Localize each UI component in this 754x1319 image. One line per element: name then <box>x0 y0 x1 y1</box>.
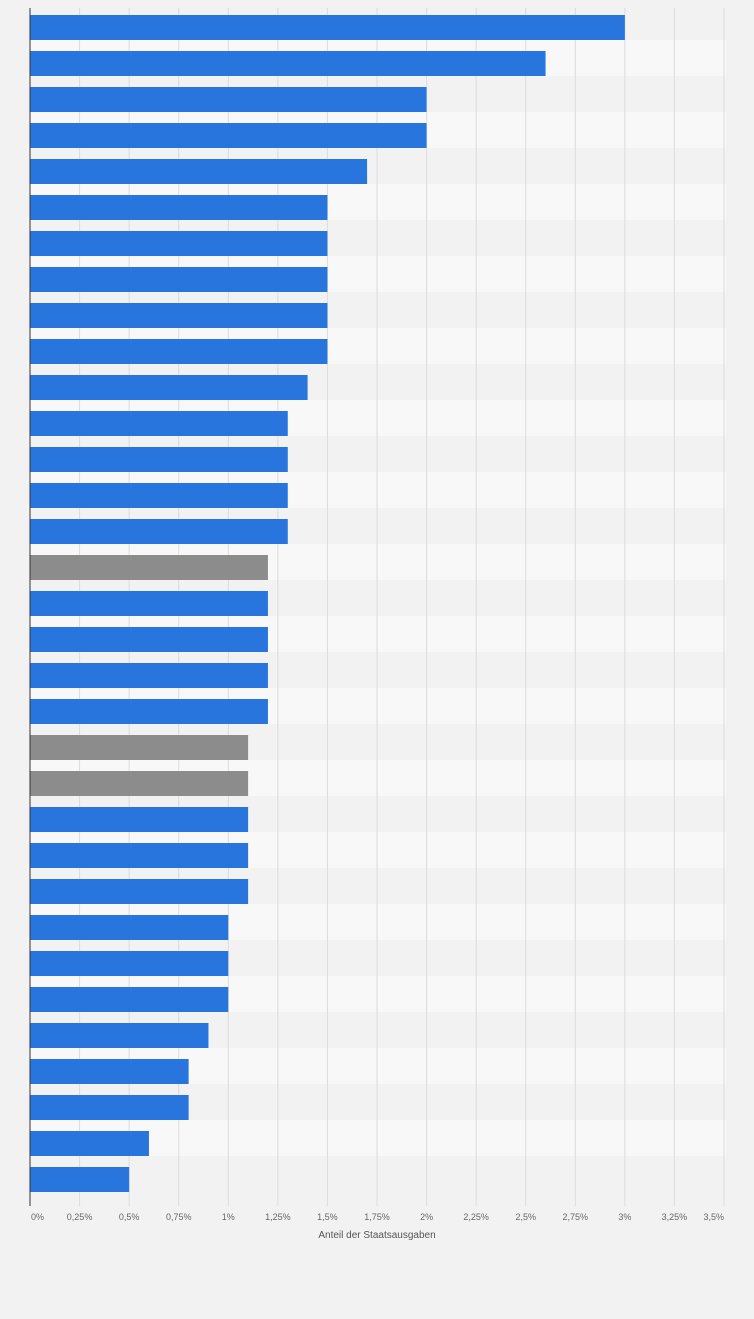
bar <box>30 231 328 256</box>
bar <box>30 411 288 436</box>
bar <box>30 123 427 148</box>
bar <box>30 339 328 364</box>
bar <box>30 591 268 616</box>
bar <box>30 1131 149 1156</box>
x-tick-labels: 0% 0,25% 0,5% 0,75% 1% 1,25% 1,5% 1,75% 2% 2,25% 2… <box>31 1212 724 1222</box>
x-tick-label: 1,5% <box>317 1212 338 1222</box>
x-tick-label: 0,5% <box>119 1212 140 1222</box>
x-tick-label: 0,75% <box>166 1212 192 1222</box>
x-axis-title: Anteil der Staatsausgaben <box>318 1230 435 1241</box>
bar <box>30 987 229 1012</box>
bar <box>30 1167 130 1192</box>
x-tick-label: 1,25% <box>265 1212 291 1222</box>
x-tick-label: 1,75% <box>364 1212 390 1222</box>
bar <box>30 483 288 508</box>
bar <box>30 735 249 760</box>
x-tick-label: 2% <box>420 1212 433 1222</box>
bars <box>30 15 625 1192</box>
x-tick-label: 3,5% <box>703 1212 724 1222</box>
bar <box>30 915 229 940</box>
bar <box>30 663 268 688</box>
x-tick-label: 0% <box>31 1212 44 1222</box>
bar <box>30 195 328 220</box>
x-tick-label: 0,25% <box>67 1212 93 1222</box>
bar <box>30 771 249 796</box>
x-tick-label: 2,25% <box>463 1212 489 1222</box>
row-band <box>30 1156 726 1192</box>
bar <box>30 951 229 976</box>
x-tick-label: 1% <box>222 1212 235 1222</box>
bar <box>30 1023 209 1048</box>
x-tick-label: 2,5% <box>515 1212 536 1222</box>
x-tick-label: 2,75% <box>563 1212 589 1222</box>
bar <box>30 51 546 76</box>
x-tick-label: 3,25% <box>662 1212 688 1222</box>
bar <box>30 159 368 184</box>
bar <box>30 627 268 652</box>
bar <box>30 447 288 472</box>
bar <box>30 15 625 40</box>
bar <box>30 807 249 832</box>
bar <box>30 699 268 724</box>
bar <box>30 303 328 328</box>
bar <box>30 267 328 292</box>
bar <box>30 879 249 904</box>
bar <box>30 555 268 580</box>
bar <box>30 843 249 868</box>
bar <box>30 1059 189 1084</box>
bar <box>30 375 308 400</box>
x-tick-label: 3% <box>618 1212 631 1222</box>
bar <box>30 1095 189 1120</box>
bar <box>30 87 427 112</box>
bar <box>30 519 288 544</box>
